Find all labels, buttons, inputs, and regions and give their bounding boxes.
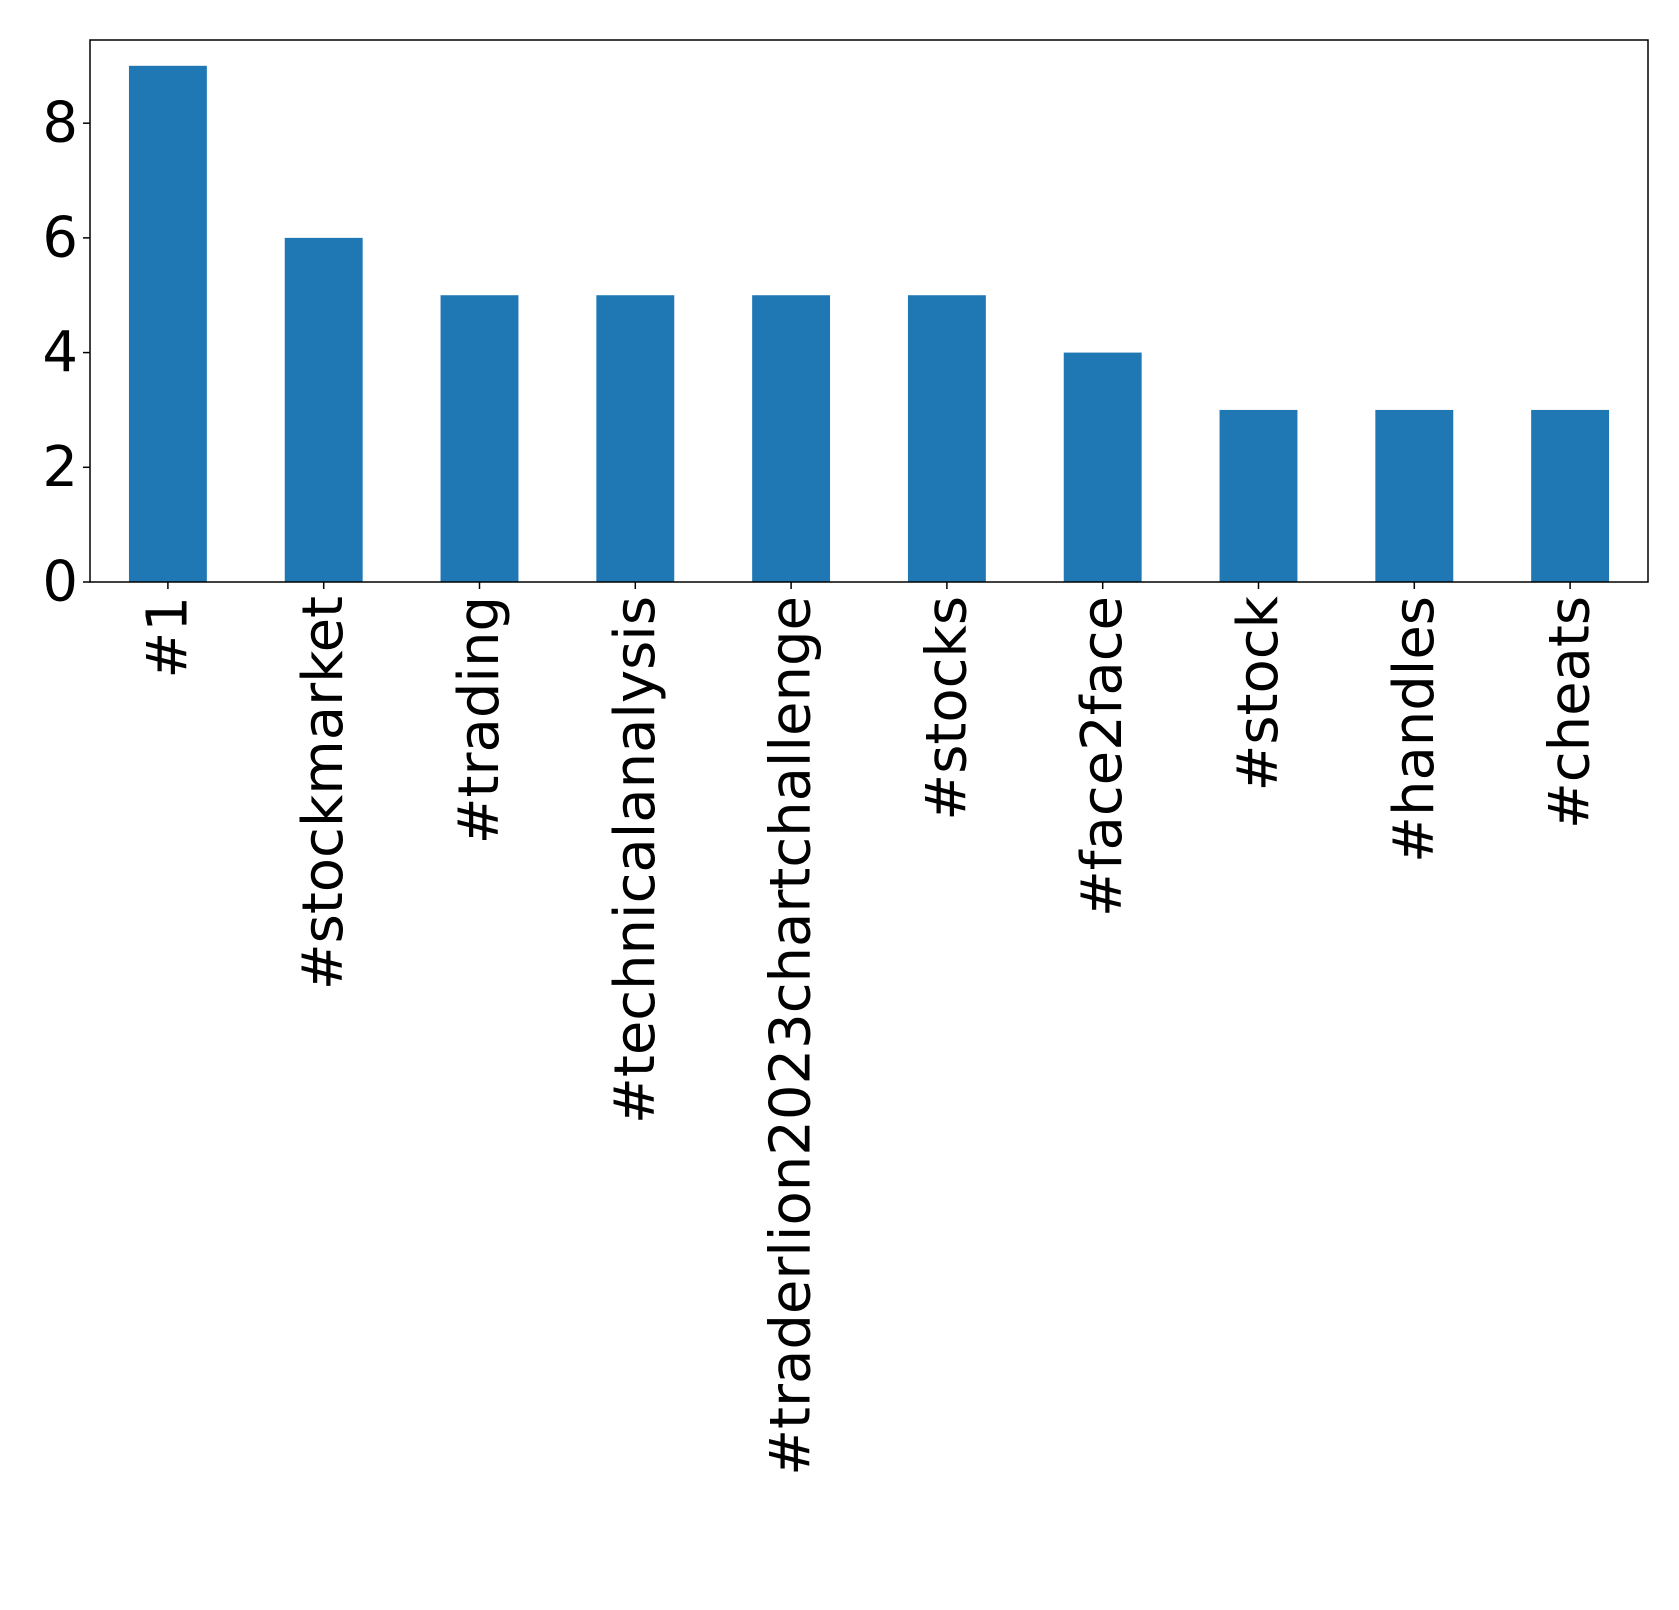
x-tick-label: #stock (1226, 595, 1291, 791)
bar (1219, 409, 1298, 582)
y-axis: 0 2 4 6 8 (42, 91, 90, 615)
bars-group (128, 65, 1610, 583)
x-tick-label: #technicalanalysis (603, 596, 668, 1124)
bar (596, 295, 675, 582)
x-tick-label: #1 (135, 596, 200, 679)
bar (284, 237, 363, 582)
x-tick-label: #face2face (1070, 596, 1135, 917)
bar (907, 295, 986, 582)
y-tick-label: 2 (42, 435, 78, 500)
bar (128, 65, 207, 583)
y-tick-label: 8 (42, 91, 78, 156)
x-tick-label: #stocks (914, 596, 979, 821)
bar (1375, 409, 1454, 582)
y-tick-label: 4 (42, 320, 78, 385)
plot-frame (89, 39, 1649, 583)
y-tick-label: 0 (42, 550, 78, 615)
bar (440, 295, 519, 582)
x-axis: #1 #stockmarket #trading #technicalanalysis… (135, 582, 1603, 1476)
x-tick-label: #traderlion2023chartchallenge (759, 596, 824, 1476)
bar (1063, 352, 1142, 582)
bar (752, 295, 831, 582)
x-tick-label: #stockmarket (291, 596, 356, 990)
x-tick-label: #handles (1382, 596, 1447, 863)
bar (1531, 409, 1610, 582)
y-tick-label: 6 (42, 205, 78, 270)
x-tick-label: #trading (447, 596, 512, 844)
x-tick-label: #cheats (1538, 596, 1603, 829)
